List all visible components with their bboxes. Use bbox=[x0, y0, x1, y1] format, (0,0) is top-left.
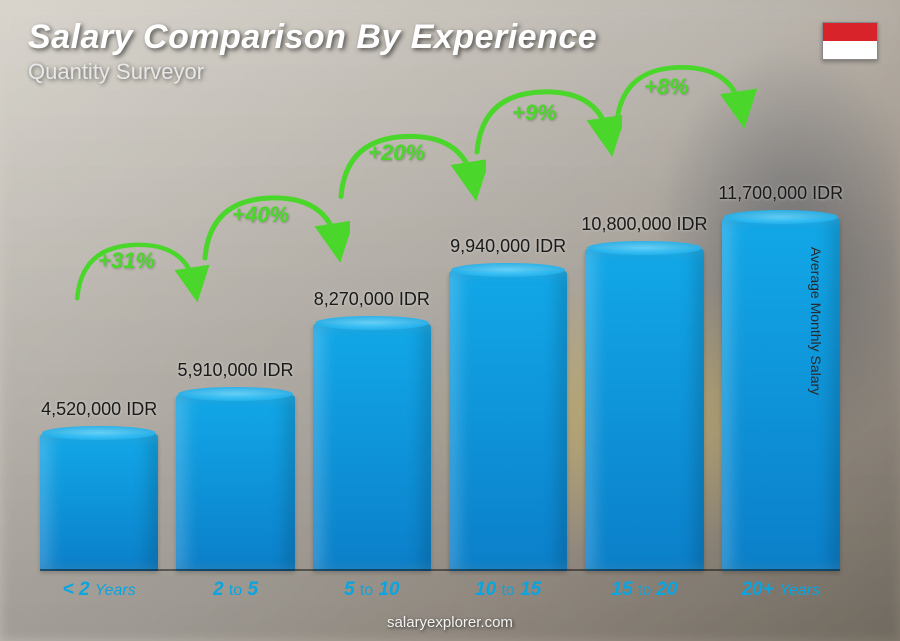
increase-pct-label: +40% bbox=[232, 202, 289, 228]
bar-top-ellipse bbox=[178, 387, 292, 401]
country-flag-icon bbox=[822, 22, 878, 60]
bar bbox=[176, 395, 294, 571]
increase-pct-label: +31% bbox=[98, 248, 155, 274]
bar-value-label: 4,520,000 IDR bbox=[9, 399, 189, 420]
bar-column: 5,910,000 IDR bbox=[176, 395, 294, 571]
bar bbox=[449, 271, 567, 571]
bar-column: 4,520,000 IDR bbox=[40, 434, 158, 571]
x-axis-label: 5 to 10 bbox=[313, 579, 431, 601]
bar-top-ellipse bbox=[42, 426, 156, 440]
x-axis-label: 2 to 5 bbox=[176, 579, 294, 601]
increase-pct-label: +20% bbox=[368, 140, 425, 166]
bar-top-ellipse bbox=[587, 241, 701, 255]
increase-pct-label: +8% bbox=[644, 74, 689, 100]
bar-value-label: 9,940,000 IDR bbox=[418, 236, 598, 257]
bar-top-ellipse bbox=[451, 263, 565, 277]
bar-column: 10,800,000 IDR bbox=[585, 249, 703, 571]
y-axis-label: Average Monthly Salary bbox=[808, 246, 824, 394]
x-axis-label: 10 to 15 bbox=[449, 579, 567, 601]
bar bbox=[40, 434, 158, 571]
bar-top-ellipse bbox=[315, 316, 429, 330]
page-title: Salary Comparison By Experience bbox=[28, 18, 597, 57]
bar-value-label: 11,700,000 IDR bbox=[691, 183, 871, 204]
bar-value-label: 8,270,000 IDR bbox=[282, 289, 462, 310]
salary-bar-chart: 4,520,000 IDR5,910,000 IDR8,270,000 IDR9… bbox=[40, 130, 840, 571]
x-axis: < 2 Years 2 to 5 5 to 10 10 to 15 15 to 20 20… bbox=[40, 579, 840, 601]
bar-top-ellipse bbox=[724, 210, 838, 224]
page-subtitle: Quantity Surveyor bbox=[28, 59, 597, 85]
footer-credit: salaryexplorer.com bbox=[0, 614, 900, 631]
x-axis-label: < 2 Years bbox=[40, 579, 158, 601]
bar bbox=[585, 249, 703, 571]
bar bbox=[313, 324, 431, 571]
header: Salary Comparison By Experience Quantity… bbox=[28, 18, 597, 85]
x-axis-label: 20+ Years bbox=[722, 579, 840, 601]
x-axis-label: 15 to 20 bbox=[585, 579, 703, 601]
increase-pct-label: +9% bbox=[512, 100, 557, 126]
bar-value-label: 5,910,000 IDR bbox=[145, 360, 325, 381]
bar-value-label: 10,800,000 IDR bbox=[554, 214, 734, 235]
bar-column: 9,940,000 IDR bbox=[449, 271, 567, 571]
bar-column: 8,270,000 IDR bbox=[313, 324, 431, 571]
bar-group: 4,520,000 IDR5,910,000 IDR8,270,000 IDR9… bbox=[40, 130, 840, 571]
flag-stripe-top bbox=[823, 23, 877, 41]
flag-stripe-bottom bbox=[823, 41, 877, 59]
x-axis-line bbox=[40, 569, 840, 571]
